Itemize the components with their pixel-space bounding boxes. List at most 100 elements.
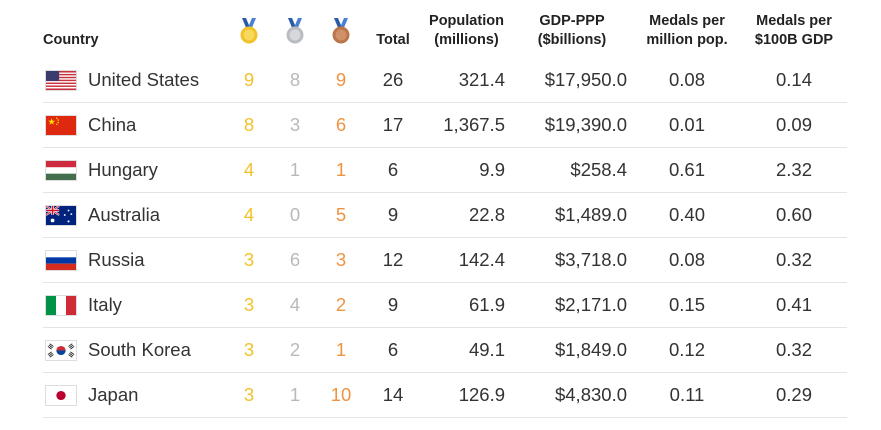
header-country: Country bbox=[43, 32, 99, 48]
country-name: Japan bbox=[88, 384, 139, 405]
bronze-count: 6 bbox=[318, 102, 364, 148]
gold-medal-icon bbox=[240, 18, 258, 44]
total-count: 26 bbox=[364, 58, 422, 103]
table-row: Australia 4 0 5 9 22.8 $1,489.0 0.40 0.6… bbox=[43, 192, 847, 238]
gdp-value: $3,718.0 bbox=[511, 237, 633, 283]
country-name: Hungary bbox=[88, 159, 158, 180]
gold-count: 8 bbox=[226, 102, 272, 148]
population-value: 22.8 bbox=[422, 192, 511, 238]
per-gdp-value: 0.09 bbox=[741, 102, 847, 148]
gold-count: 3 bbox=[226, 237, 272, 283]
per-million-value: 0.08 bbox=[633, 58, 741, 103]
table-row: Russia 3 6 3 12 142.4 $3,718.0 0.08 0.32 bbox=[43, 237, 847, 283]
country-name: Australia bbox=[88, 204, 160, 225]
population-value: 142.4 bbox=[422, 237, 511, 283]
silver-count: 1 bbox=[272, 372, 318, 418]
gold-count: 3 bbox=[226, 327, 272, 373]
header-gdp-line1: GDP-PPP bbox=[539, 13, 605, 29]
country-cell: Australia bbox=[43, 192, 226, 238]
silver-medal-icon bbox=[286, 18, 304, 44]
population-value: 1,367.5 bbox=[422, 102, 511, 148]
country-name: China bbox=[88, 114, 137, 135]
total-count: 6 bbox=[364, 327, 422, 373]
bronze-count: 9 bbox=[318, 58, 364, 103]
australia-flag-icon bbox=[45, 204, 77, 226]
country-name: Russia bbox=[88, 249, 145, 270]
country-cell: Hungary bbox=[43, 147, 226, 193]
per-million-value: 0.11 bbox=[633, 372, 741, 418]
header-population: Population (millions) bbox=[422, 12, 511, 58]
per-gdp-value: 0.29 bbox=[741, 372, 847, 418]
total-count: 17 bbox=[364, 102, 422, 148]
south-korea-flag-icon bbox=[45, 339, 77, 361]
header-population-line1: Population bbox=[429, 13, 504, 29]
header-silver bbox=[272, 12, 318, 58]
per-gdp-value: 0.32 bbox=[741, 237, 847, 283]
country-name: Italy bbox=[88, 294, 122, 315]
per-gdp-value: 0.60 bbox=[741, 192, 847, 238]
bronze-medal-icon bbox=[332, 18, 350, 44]
population-value: 61.9 bbox=[422, 282, 511, 328]
bronze-count: 3 bbox=[318, 237, 364, 283]
total-count: 12 bbox=[364, 237, 422, 283]
header-total: Total bbox=[376, 32, 410, 48]
country-cell: Russia bbox=[43, 237, 226, 283]
table-row: China 8 3 6 17 1,367.5 $19,390.0 0.01 0.… bbox=[43, 102, 847, 148]
silver-count: 8 bbox=[272, 58, 318, 103]
italy-flag-icon bbox=[45, 294, 77, 316]
gdp-value: $1,849.0 bbox=[511, 327, 633, 373]
gold-count: 3 bbox=[226, 372, 272, 418]
silver-count: 2 bbox=[272, 327, 318, 373]
gold-count: 4 bbox=[226, 147, 272, 193]
per-gdp-value: 2.32 bbox=[741, 147, 847, 193]
bronze-count: 1 bbox=[318, 327, 364, 373]
bronze-count: 10 bbox=[318, 372, 364, 418]
header-per-gdp: Medals per $100B GDP bbox=[741, 12, 847, 58]
per-million-value: 0.15 bbox=[633, 282, 741, 328]
silver-count: 3 bbox=[272, 102, 318, 148]
japan-flag-icon bbox=[45, 384, 77, 406]
header-gdp-line2: ($billions) bbox=[537, 32, 607, 48]
table-row: Japan 3 1 10 14 126.9 $4,830.0 0.11 0.29 bbox=[43, 372, 847, 418]
per-gdp-value: 0.41 bbox=[741, 282, 847, 328]
header-bronze bbox=[318, 12, 364, 58]
country-cell: China bbox=[43, 102, 226, 148]
russia-flag-icon bbox=[45, 249, 77, 271]
per-million-value: 0.40 bbox=[633, 192, 741, 238]
table-row: South Korea 3 2 1 6 49.1 $1,849.0 0.12 0… bbox=[43, 327, 847, 373]
population-value: 126.9 bbox=[422, 372, 511, 418]
header-gdp: GDP-PPP ($billions) bbox=[511, 12, 633, 58]
header-per-gdp-line2: $100B GDP bbox=[754, 32, 834, 48]
country-name: South Korea bbox=[88, 339, 191, 360]
bronze-count: 2 bbox=[318, 282, 364, 328]
gold-count: 4 bbox=[226, 192, 272, 238]
total-count: 14 bbox=[364, 372, 422, 418]
country-name: United States bbox=[88, 69, 200, 90]
table-row: Hungary 4 1 1 6 9.9 $258.4 0.61 2.32 bbox=[43, 147, 847, 193]
gdp-value: $1,489.0 bbox=[511, 192, 633, 238]
gold-count: 9 bbox=[226, 58, 272, 103]
silver-count: 0 bbox=[272, 192, 318, 238]
population-value: 321.4 bbox=[422, 58, 511, 103]
per-million-value: 0.08 bbox=[633, 237, 741, 283]
country-cell: South Korea bbox=[43, 327, 226, 373]
population-value: 9.9 bbox=[422, 147, 511, 193]
gold-count: 3 bbox=[226, 282, 272, 328]
country-cell: United States bbox=[43, 58, 226, 103]
gdp-value: $17,950.0 bbox=[511, 58, 633, 103]
country-cell: Japan bbox=[43, 372, 226, 418]
gdp-value: $4,830.0 bbox=[511, 372, 633, 418]
header-per-gdp-line1: Medals per bbox=[756, 13, 832, 29]
table-row: Italy 3 4 2 9 61.9 $2,171.0 0.15 0.41 bbox=[43, 282, 847, 328]
total-count: 6 bbox=[364, 147, 422, 193]
header-per-million-line1: Medals per bbox=[649, 13, 725, 29]
bronze-count: 1 bbox=[318, 147, 364, 193]
medal-table: Country bbox=[43, 12, 847, 418]
us-flag-icon bbox=[45, 69, 77, 91]
silver-count: 1 bbox=[272, 147, 318, 193]
table-row: United States 9 8 9 26 321.4 $17,950.0 0… bbox=[43, 58, 847, 103]
population-value: 49.1 bbox=[422, 327, 511, 373]
header-row: Country bbox=[43, 12, 847, 58]
total-count: 9 bbox=[364, 282, 422, 328]
gdp-value: $19,390.0 bbox=[511, 102, 633, 148]
